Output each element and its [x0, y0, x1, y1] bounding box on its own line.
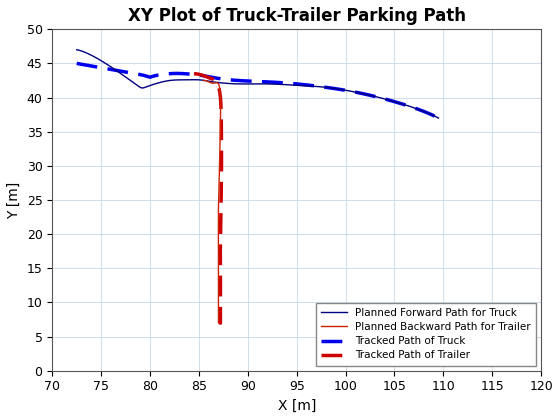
Title: XY Plot of Truck-Trailer Parking Path: XY Plot of Truck-Trailer Parking Path [128, 7, 466, 25]
Y-axis label: Y [m]: Y [m] [7, 181, 21, 219]
X-axis label: X [m]: X [m] [278, 399, 316, 413]
Legend: Planned Forward Path for Truck, Planned Backward Path for Trailer, Tracked Path : Planned Forward Path for Truck, Planned … [315, 303, 536, 365]
